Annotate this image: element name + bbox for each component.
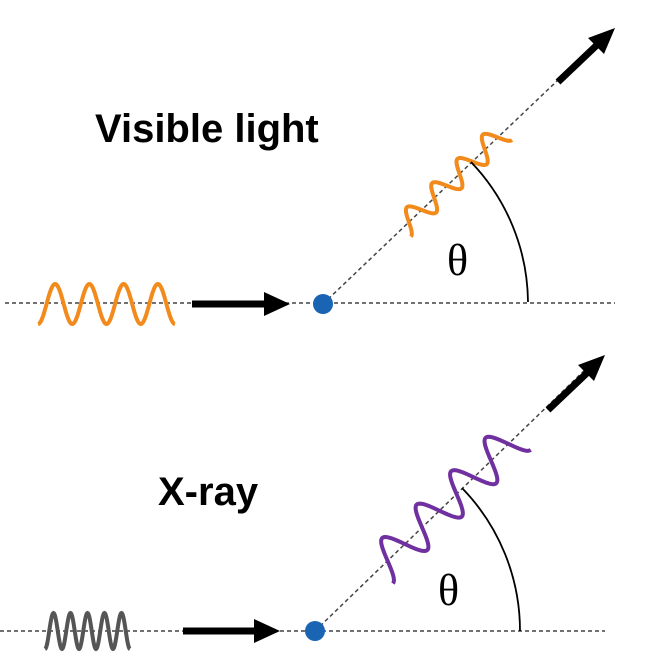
incident-wave xyxy=(43,610,132,652)
angle-arc xyxy=(461,487,521,632)
arrow-head xyxy=(254,619,280,643)
scattered-wave xyxy=(403,131,514,238)
angle-label: θ xyxy=(447,236,468,285)
incident-wave xyxy=(37,281,176,327)
panel-label: Visible light xyxy=(95,107,319,151)
arrow-head xyxy=(264,292,290,316)
scatter-arrow xyxy=(545,369,591,413)
scatter-line xyxy=(322,39,601,305)
visible-light-panel: Visible light θ xyxy=(5,28,615,327)
panel-label: X-ray xyxy=(158,470,259,514)
angle-arc xyxy=(470,161,529,303)
scatter-line xyxy=(314,364,591,632)
arrow-head xyxy=(588,28,615,54)
electron xyxy=(305,621,325,641)
angle-label: θ xyxy=(438,566,459,615)
scatter-arrow xyxy=(555,41,601,85)
scattered-wave xyxy=(379,434,532,585)
xray-panel: X-ray θ xyxy=(0,355,605,652)
arrow-head xyxy=(578,355,605,381)
electron xyxy=(313,294,333,314)
